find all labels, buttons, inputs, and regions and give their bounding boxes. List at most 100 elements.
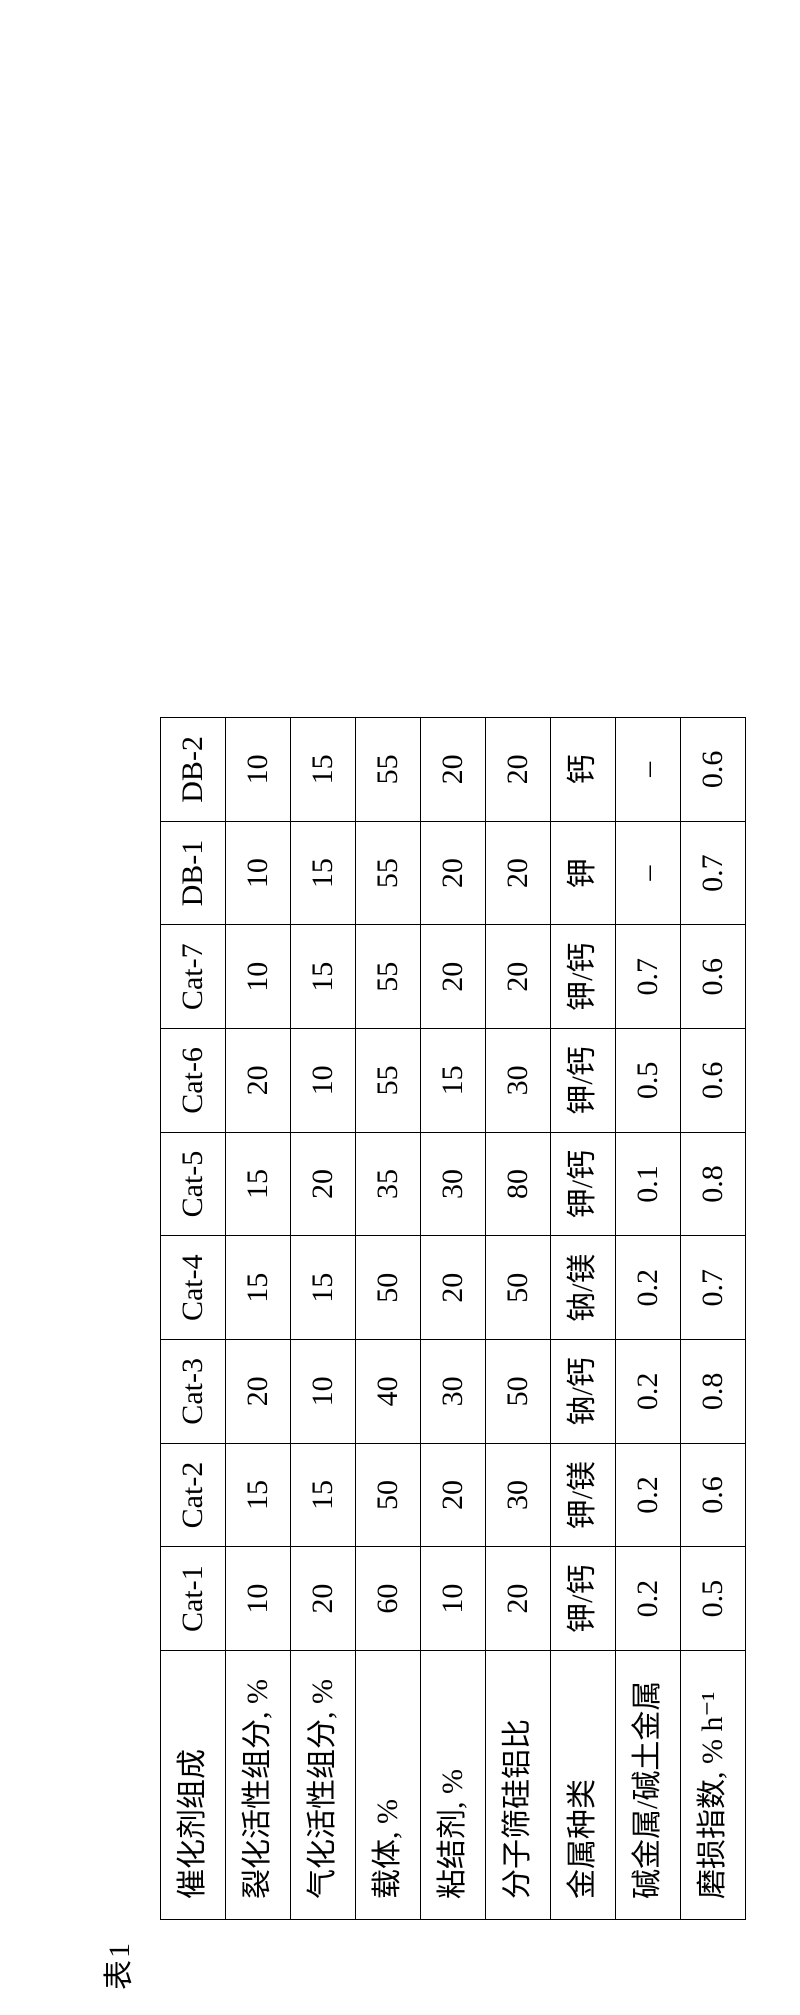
data-cell: 10 — [291, 1340, 356, 1444]
data-cell: 20 — [421, 1443, 486, 1547]
row-label-cell: 分子筛硅铝比 — [486, 1651, 551, 1920]
data-cell: 30 — [421, 1340, 486, 1444]
data-cell: 20 — [486, 925, 551, 1029]
table-row: 碱金属/碱土金属0.20.20.20.20.10.50.7–– — [616, 718, 681, 1920]
data-cell: 15 — [291, 1236, 356, 1340]
row-label-cell: 粘结剂, % — [421, 1651, 486, 1920]
data-cell: 钾/钙 — [551, 925, 616, 1029]
row-label-cell: 碱金属/碱土金属 — [616, 1651, 681, 1920]
data-cell: 0.7 — [616, 925, 681, 1029]
data-cell: 0.8 — [681, 1132, 746, 1236]
data-cell: 0.5 — [681, 1547, 746, 1651]
data-cell: 20 — [421, 821, 486, 925]
data-cell: 10 — [226, 925, 291, 1029]
row-label-cell: 磨损指数, % h⁻¹ — [681, 1651, 746, 1920]
table-row: 粘结剂, %102030203015202020 — [421, 718, 486, 1920]
data-cell: 钠/钙 — [551, 1340, 616, 1444]
data-cell: 钾/钙 — [551, 1547, 616, 1651]
data-cell: 20 — [486, 718, 551, 822]
data-cell: 50 — [486, 1236, 551, 1340]
data-table: 催化剂组成Cat-1Cat-2Cat-3Cat-4Cat-5Cat-6Cat-7… — [160, 717, 746, 1920]
table-row: 气化活性组分, %201510152010151515 — [291, 718, 356, 1920]
data-cell: 15 — [421, 1029, 486, 1133]
data-cell: 80 — [486, 1132, 551, 1236]
data-cell: 15 — [291, 718, 356, 822]
sample-header-cell: Cat-3 — [161, 1340, 226, 1444]
data-cell: 10 — [421, 1547, 486, 1651]
data-cell: 0.5 — [616, 1029, 681, 1133]
header-label-cell: 催化剂组成 — [161, 1651, 226, 1920]
data-cell: 50 — [486, 1340, 551, 1444]
data-cell: 钠/镁 — [551, 1236, 616, 1340]
data-cell: 0.7 — [681, 821, 746, 925]
data-cell: 20 — [421, 718, 486, 822]
sample-header-cell: Cat-4 — [161, 1236, 226, 1340]
data-cell: 15 — [291, 925, 356, 1029]
data-cell: 15 — [291, 821, 356, 925]
data-cell: – — [616, 821, 681, 925]
data-cell: 10 — [226, 1547, 291, 1651]
table-caption: 表1 — [94, 1941, 138, 1990]
table-row: 分子筛硅铝比203050508030202020 — [486, 718, 551, 1920]
table-header-row: 催化剂组成Cat-1Cat-2Cat-3Cat-4Cat-5Cat-6Cat-7… — [161, 718, 226, 1920]
data-cell: 35 — [356, 1132, 421, 1236]
table-row: 磨损指数, % h⁻¹0.50.60.80.70.80.60.60.70.6 — [681, 718, 746, 1920]
data-cell: 0.2 — [616, 1443, 681, 1547]
data-cell: 55 — [356, 718, 421, 822]
data-cell: 20 — [421, 925, 486, 1029]
data-cell: 钾/钙 — [551, 1029, 616, 1133]
table-container: 催化剂组成Cat-1Cat-2Cat-3Cat-4Cat-5Cat-6Cat-7… — [160, 717, 746, 1920]
sample-header-cell: DB-1 — [161, 821, 226, 925]
data-cell: 0.2 — [616, 1547, 681, 1651]
data-cell: 50 — [356, 1236, 421, 1340]
table-row: 裂化活性组分, %101520151520101010 — [226, 718, 291, 1920]
row-label-cell: 气化活性组分, % — [291, 1651, 356, 1920]
data-cell: 15 — [226, 1443, 291, 1547]
data-cell: 20 — [291, 1132, 356, 1236]
data-cell: 55 — [356, 1029, 421, 1133]
sample-header-cell: Cat-5 — [161, 1132, 226, 1236]
row-label-cell: 载体, % — [356, 1651, 421, 1920]
data-cell: 0.2 — [616, 1340, 681, 1444]
sample-header-cell: DB-2 — [161, 718, 226, 822]
table-row: 载体, %605040503555555555 — [356, 718, 421, 1920]
data-cell: 0.6 — [681, 925, 746, 1029]
row-label-cell: 裂化活性组分, % — [226, 1651, 291, 1920]
data-cell: 0.6 — [681, 1443, 746, 1547]
data-cell: 55 — [356, 821, 421, 925]
data-cell: 15 — [226, 1132, 291, 1236]
data-cell: 50 — [356, 1443, 421, 1547]
data-cell: 30 — [486, 1443, 551, 1547]
sample-header-cell: Cat-7 — [161, 925, 226, 1029]
data-cell: 0.2 — [616, 1236, 681, 1340]
data-cell: 钾 — [551, 821, 616, 925]
data-cell: 钾/钙 — [551, 1132, 616, 1236]
data-cell: 15 — [226, 1236, 291, 1340]
data-cell: 钙 — [551, 718, 616, 822]
sample-header-cell: Cat-2 — [161, 1443, 226, 1547]
table-body: 催化剂组成Cat-1Cat-2Cat-3Cat-4Cat-5Cat-6Cat-7… — [161, 718, 746, 1920]
row-label-cell: 金属种类 — [551, 1651, 616, 1920]
data-cell: 10 — [226, 821, 291, 925]
data-cell: 55 — [356, 925, 421, 1029]
data-cell: – — [616, 718, 681, 822]
sample-header-cell: Cat-1 — [161, 1547, 226, 1651]
data-cell: 15 — [291, 1443, 356, 1547]
data-cell: 10 — [291, 1029, 356, 1133]
data-cell: 20 — [486, 1547, 551, 1651]
data-cell: 60 — [356, 1547, 421, 1651]
data-cell: 20 — [226, 1029, 291, 1133]
data-cell: 0.1 — [616, 1132, 681, 1236]
data-cell: 40 — [356, 1340, 421, 1444]
data-cell: 30 — [421, 1132, 486, 1236]
data-cell: 钾/镁 — [551, 1443, 616, 1547]
data-cell: 20 — [291, 1547, 356, 1651]
data-cell: 0.8 — [681, 1340, 746, 1444]
data-cell: 20 — [421, 1236, 486, 1340]
data-cell: 30 — [486, 1029, 551, 1133]
data-cell: 20 — [486, 821, 551, 925]
table-row: 金属种类钾/钙钾/镁钠/钙钠/镁钾/钙钾/钙钾/钙钾钙 — [551, 718, 616, 1920]
data-cell: 0.6 — [681, 718, 746, 822]
data-cell: 10 — [226, 718, 291, 822]
data-cell: 0.6 — [681, 1029, 746, 1133]
